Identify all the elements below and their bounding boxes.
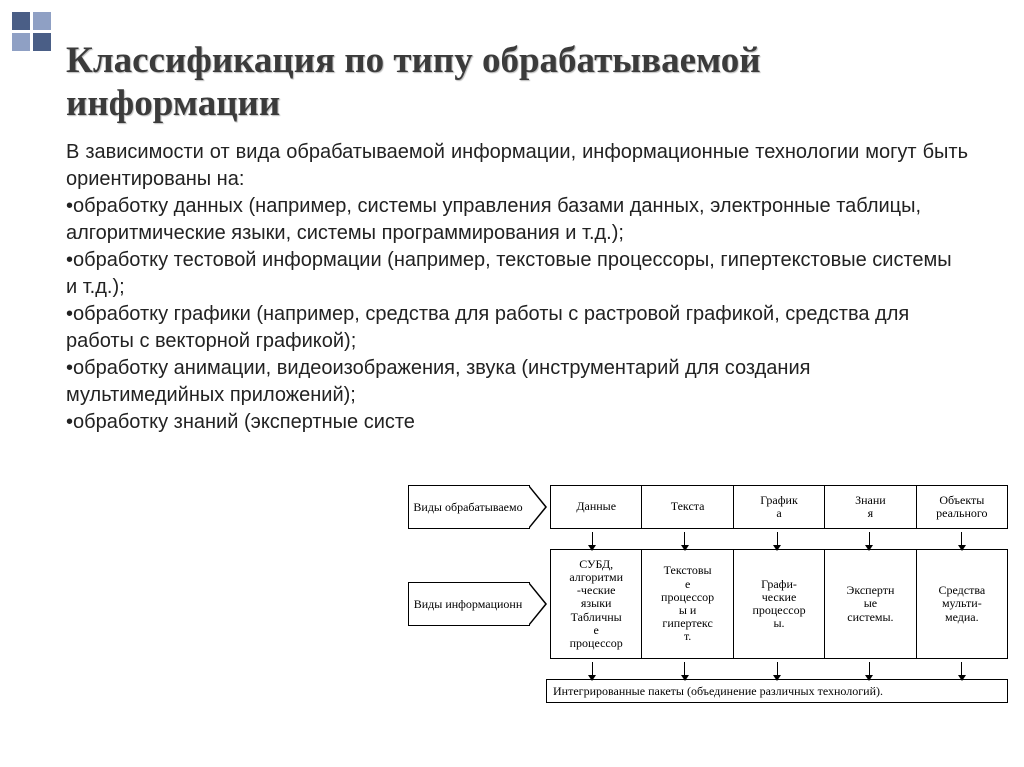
intro-paragraph: В зависимости от вида обрабатываемой инф…: [66, 139, 968, 193]
mid-cell: СУБД,алгоритми-ческиеязыкиТабличныепроце…: [550, 549, 642, 659]
mid-cell: Графи-ческиепроцессоры.: [734, 549, 825, 659]
slide-title: Классификация по типу обрабатываемой инф…: [66, 40, 968, 125]
diagram-row-mid: Виды информационн СУБД,алгоритми-ческиея…: [408, 549, 1008, 659]
top-cell: Данные: [550, 485, 642, 529]
top-cell: Объектыреального: [917, 485, 1008, 529]
bullet-item: •обработку данных (например, системы упр…: [66, 193, 968, 247]
classification-diagram: Виды обрабатываемо Данные Текста Графика…: [408, 485, 1008, 703]
arrow-label-mid: Виды информационн: [408, 582, 530, 626]
slide-content: Классификация по типу обрабатываемой инф…: [0, 0, 1024, 436]
bottom-cell: Интегрированные пакеты (объединение разл…: [546, 679, 1008, 703]
connector-arrows-2: [546, 659, 1008, 679]
bullet-item: •обработку знаний (экспертные систе: [66, 409, 968, 436]
bullet-item: •обработку анимации, видеоизображения, з…: [66, 355, 968, 409]
mid-cell: Средствамульти-медиа.: [917, 549, 1008, 659]
arrow-label-top: Виды обрабатываемо: [408, 485, 530, 529]
corner-decoration: [12, 12, 56, 51]
body-text: В зависимости от вида обрабатываемой инф…: [66, 139, 968, 436]
bullet-item: •обработку графики (например, средства д…: [66, 301, 968, 355]
top-cell: Графика: [734, 485, 825, 529]
bullet-item: •обработку тестовой информации (например…: [66, 247, 968, 301]
diagram-row-top: Виды обрабатываемо Данные Текста Графика…: [408, 485, 1008, 529]
mid-cell: Экспертныесистемы.: [825, 549, 916, 659]
top-cell: Знания: [825, 485, 916, 529]
top-cell: Текста: [642, 485, 733, 529]
diagram-row-bottom: Интегрированные пакеты (объединение разл…: [408, 679, 1008, 703]
mid-cell: Текстовыепроцессоры игипертекст.: [642, 549, 733, 659]
connector-arrows-1: [546, 529, 1008, 549]
